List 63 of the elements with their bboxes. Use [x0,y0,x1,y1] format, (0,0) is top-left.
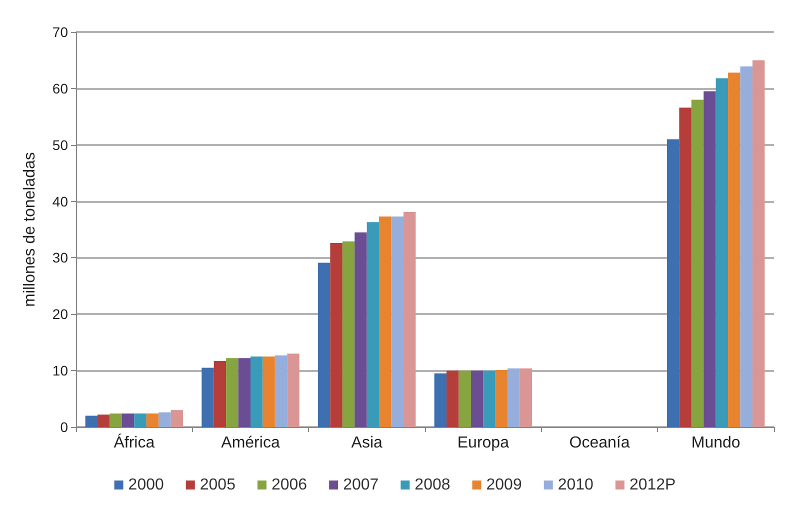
x-tick-label: África [114,434,155,452]
bar [679,108,692,427]
legend-label: 2006 [271,476,308,494]
bar [666,139,680,427]
y-tick-label: 50 [52,136,68,153]
bar [458,370,471,427]
y-tick-label: 70 [52,24,68,40]
x-tick-label: América [221,434,280,452]
bar [342,241,355,427]
bar [446,370,459,427]
bar [287,354,300,427]
legend-label: 2000 [128,476,164,494]
bar [470,370,484,427]
y-tick-label: 30 [52,250,68,266]
bar [110,413,122,427]
x-tick-label: Oceanía [569,434,630,452]
bar [379,216,392,427]
bar [122,413,134,427]
y-axis-title: millones de toneladas [22,152,38,307]
bar [318,262,330,427]
legend-label: 2007 [343,476,379,494]
bar [366,222,380,427]
x-tick-label: Asia [351,434,382,452]
bar [391,216,404,427]
bar [752,60,765,427]
legend-label: 2012P [629,476,676,494]
bar [691,100,704,427]
legend-label: 2005 [200,476,236,494]
bar [508,368,520,427]
bar [238,358,250,427]
bar [403,212,416,427]
bar [134,413,146,427]
bar [274,355,288,427]
bar [262,356,275,427]
bar [214,360,226,427]
bar [483,370,496,427]
bar [158,412,171,427]
legend-label: 2009 [486,476,522,494]
legend-label: 2008 [414,476,450,494]
y-tick-label: 60 [52,80,68,96]
bar [250,356,263,427]
bar [434,373,447,427]
bar [354,232,367,427]
bar [330,243,342,427]
bar [146,413,159,427]
x-tick-label: Europa [457,434,510,452]
bar [202,368,214,427]
y-tick-label: 40 [52,193,68,210]
bar [520,368,532,427]
bar [716,78,728,427]
bar [495,370,508,427]
bar [98,414,110,427]
legend-label: 2010 [558,476,594,494]
bar [740,66,752,427]
bar [728,72,740,427]
bar [704,91,716,427]
y-tick-label: 10 [52,362,68,379]
bar [170,410,184,427]
y-tick-label: 20 [52,306,68,322]
y-tick-label: 0 [60,419,68,435]
x-tick-label: Mundo [691,434,740,452]
bar [226,358,238,427]
bar [85,416,98,427]
